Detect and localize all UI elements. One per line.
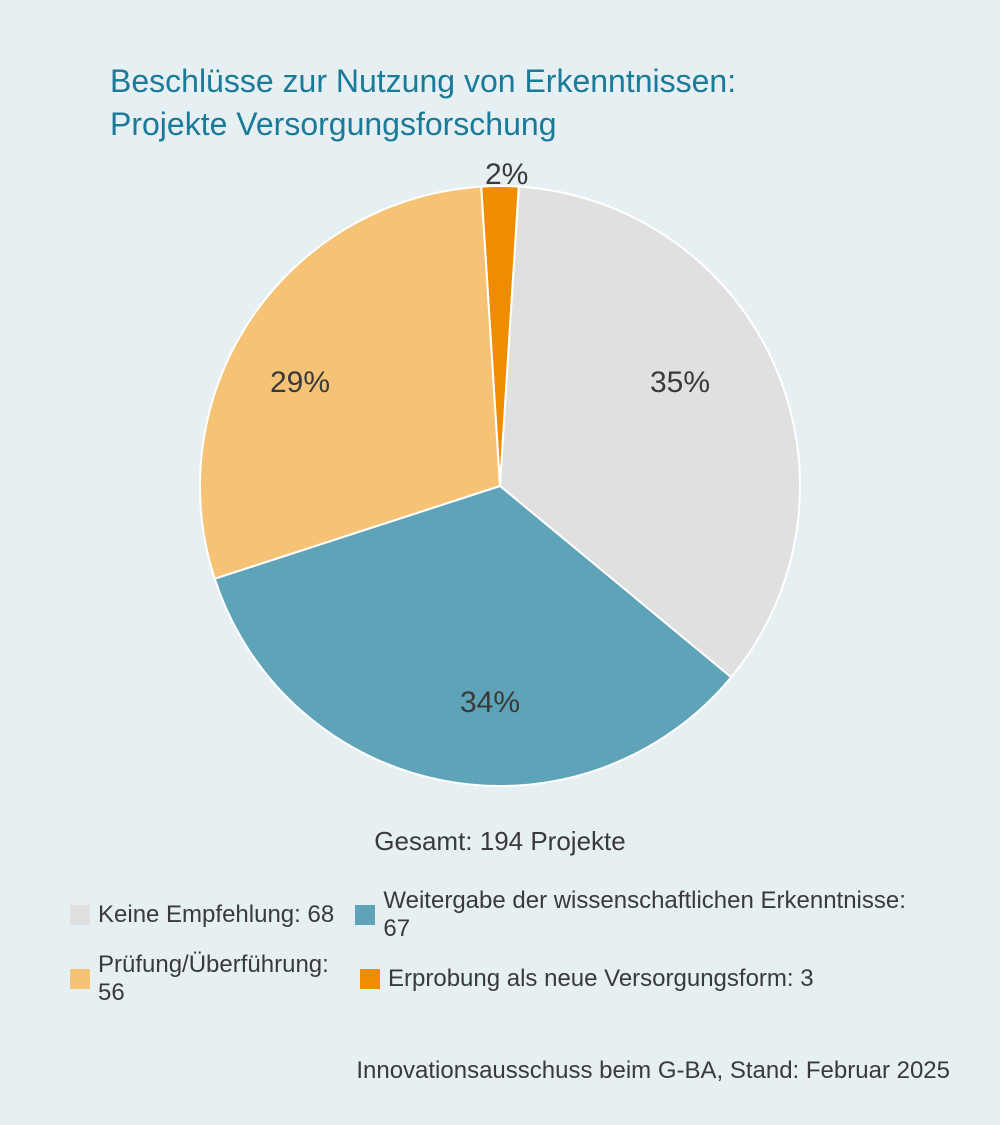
legend-row: Prüfung/Überführung: 56 Erprobung als neu… <box>70 951 930 1007</box>
pie-chart: 35%34%29%2% <box>190 176 810 796</box>
legend-swatch <box>360 969 380 989</box>
legend-item: Prüfung/Überführung: 56 <box>70 951 360 1007</box>
legend-text: Prüfung/Überführung: 56 <box>98 951 360 1007</box>
slice-label: 2% <box>485 158 528 192</box>
legend: Keine Empfehlung: 68 Weitergabe der wisse… <box>50 887 950 1007</box>
legend-swatch <box>70 969 90 989</box>
legend-swatch <box>70 905 90 925</box>
legend-text: Keine Empfehlung: 68 <box>98 901 334 929</box>
total-label: Gesamt: 194 Projekte <box>50 826 950 857</box>
legend-text: Weitergabe der wissenschaftlichen Erkenn… <box>383 887 930 943</box>
slice-label: 35% <box>650 366 710 400</box>
legend-text: Erprobung als neue Versorgungsform: 3 <box>388 965 814 993</box>
slice-label: 34% <box>460 686 520 720</box>
chart-title: Beschlüsse zur Nutzung von Erkenntnissen… <box>110 60 950 146</box>
footer-source: Innovationsausschuss beim G-BA, Stand: F… <box>356 1057 950 1085</box>
legend-item: Weitergabe der wissenschaftlichen Erkenn… <box>355 887 930 943</box>
legend-swatch <box>355 905 375 925</box>
legend-row: Keine Empfehlung: 68 Weitergabe der wisse… <box>70 887 930 943</box>
legend-item: Erprobung als neue Versorgungsform: 3 <box>360 951 814 1007</box>
legend-item: Keine Empfehlung: 68 <box>70 887 355 943</box>
slice-label: 29% <box>270 366 330 400</box>
title-line-2: Projekte Versorgungsforschung <box>110 106 556 142</box>
title-line-1: Beschlüsse zur Nutzung von Erkenntnissen… <box>110 63 736 99</box>
